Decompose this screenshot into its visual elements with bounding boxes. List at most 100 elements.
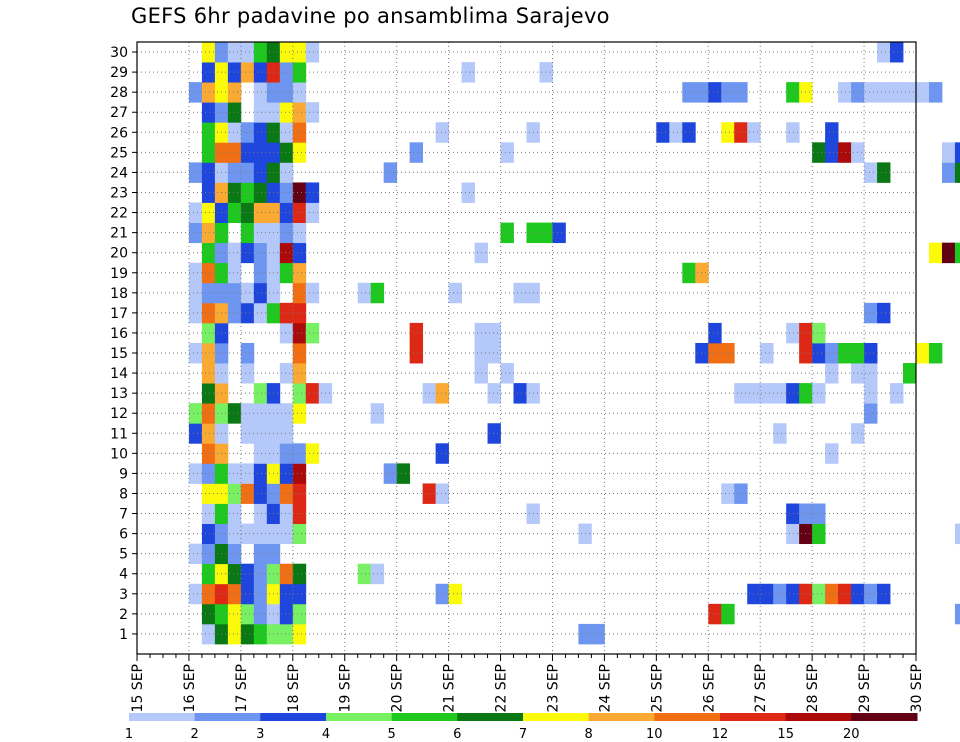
legend-label: 12 xyxy=(712,727,729,742)
heatmap-cell xyxy=(292,242,307,264)
heatmap-cell xyxy=(513,282,527,304)
x-tick-label: 22 SEP xyxy=(494,664,510,712)
heatmap-cell xyxy=(292,142,307,163)
heatmap-cell xyxy=(877,42,891,63)
heatmap-cell xyxy=(240,563,255,585)
heatmap-cell xyxy=(383,463,398,484)
heatmap-cell xyxy=(188,423,203,444)
heatmap-cell xyxy=(253,302,268,324)
heatmap-cell xyxy=(500,222,514,244)
heatmap-cell xyxy=(721,342,735,364)
x-tick-label: 25 SEP xyxy=(649,664,665,712)
heatmap-cell xyxy=(838,82,852,103)
heatmap-cell xyxy=(188,543,203,565)
heatmap-cell xyxy=(201,383,216,404)
heatmap-cell xyxy=(279,403,294,424)
heatmap-cell xyxy=(864,383,878,404)
heatmap-cell xyxy=(292,42,307,63)
heatmap-cell xyxy=(305,443,320,464)
y-tick-label: 22 xyxy=(110,206,128,222)
y-tick-label: 9 xyxy=(119,466,128,482)
heatmap-cell xyxy=(292,523,307,545)
heatmap-cell xyxy=(240,523,255,545)
heatmap-cell xyxy=(240,242,255,264)
heatmap-cell xyxy=(279,62,294,83)
heatmap-cell xyxy=(253,262,268,284)
heatmap-cell xyxy=(240,603,255,625)
y-tick-label: 6 xyxy=(119,527,128,543)
heatmap-cell xyxy=(201,142,216,163)
heatmap-cell xyxy=(292,503,307,524)
heatmap-cell xyxy=(396,463,411,484)
heatmap-cell xyxy=(812,503,826,524)
heatmap-cell xyxy=(227,282,242,304)
heatmap-cell xyxy=(292,583,307,605)
x-tick-label: 26 SEP xyxy=(701,664,717,712)
heatmap-cell xyxy=(954,603,960,625)
heatmap-cell xyxy=(240,623,255,645)
heatmap-cell xyxy=(279,443,294,464)
heatmap-cell xyxy=(227,82,242,103)
heatmap-cell xyxy=(305,102,320,123)
heatmap-cell xyxy=(201,322,216,344)
heatmap-cell xyxy=(201,503,216,524)
heatmap-cell xyxy=(435,122,449,143)
y-tick-label: 26 xyxy=(110,125,128,141)
x-tick-label: 21 SEP xyxy=(442,664,458,712)
legend-colorbar: 1 2 3 4 5 6 7 8 10 12 15 20 xyxy=(125,713,918,742)
heatmap-cell xyxy=(292,82,307,103)
heatmap-cell xyxy=(877,82,891,103)
heatmap-cell xyxy=(500,142,514,163)
heatmap-cell xyxy=(201,523,216,545)
heatmap-cell xyxy=(941,142,956,163)
heatmap-cell xyxy=(292,443,307,464)
heatmap-cell xyxy=(500,363,514,384)
heatmap-cell xyxy=(227,543,242,565)
heatmap-cell xyxy=(708,322,722,344)
heatmap-cell xyxy=(227,523,242,545)
heatmap-cell xyxy=(201,262,216,284)
heatmap-cell xyxy=(188,583,203,605)
legend-label: 3 xyxy=(256,727,264,742)
legend-label: 5 xyxy=(388,727,396,742)
heatmap-cell xyxy=(864,583,878,605)
heatmap-cell xyxy=(201,483,216,504)
heatmap-cell xyxy=(240,202,255,223)
heatmap-cell xyxy=(201,342,216,364)
heatmap-cell xyxy=(682,262,696,284)
heatmap-cell xyxy=(253,503,268,524)
heatmap-cell xyxy=(877,583,891,605)
heatmap-cell xyxy=(812,523,826,545)
heatmap-cell xyxy=(227,62,242,83)
heatmap-cell xyxy=(928,242,943,264)
heatmap-cell xyxy=(201,623,216,645)
heatmap-cell xyxy=(279,262,294,284)
legend-label: 20 xyxy=(843,727,860,742)
heatmap-cell xyxy=(279,42,294,63)
heatmap-cell xyxy=(227,182,242,203)
y-tick-label: 3 xyxy=(119,587,128,603)
heatmap-cell xyxy=(825,122,839,143)
heatmap-cell xyxy=(253,563,268,585)
heatmap-cell xyxy=(734,82,748,103)
plot-area xyxy=(188,42,960,645)
heatmap-cell xyxy=(240,363,255,384)
heatmap-cell xyxy=(201,102,216,123)
y-tick-label: 5 xyxy=(119,547,128,563)
y-tick-label: 7 xyxy=(119,507,128,523)
heatmap-cell xyxy=(201,162,216,183)
y-tick-label: 12 xyxy=(110,406,128,422)
heatmap-cell xyxy=(461,182,475,203)
heatmap-cell xyxy=(201,463,216,484)
heatmap-cell xyxy=(188,302,203,324)
heatmap-cell xyxy=(201,202,216,223)
heatmap-cell xyxy=(954,142,960,163)
heatmap-cell xyxy=(279,463,294,484)
y-tick-label: 1 xyxy=(119,627,128,643)
legend-label: 2 xyxy=(191,727,199,742)
heatmap-cell xyxy=(773,423,787,444)
heatmap-cell xyxy=(227,142,242,163)
heatmap-cell xyxy=(435,583,449,605)
heatmap-cell xyxy=(253,122,268,143)
